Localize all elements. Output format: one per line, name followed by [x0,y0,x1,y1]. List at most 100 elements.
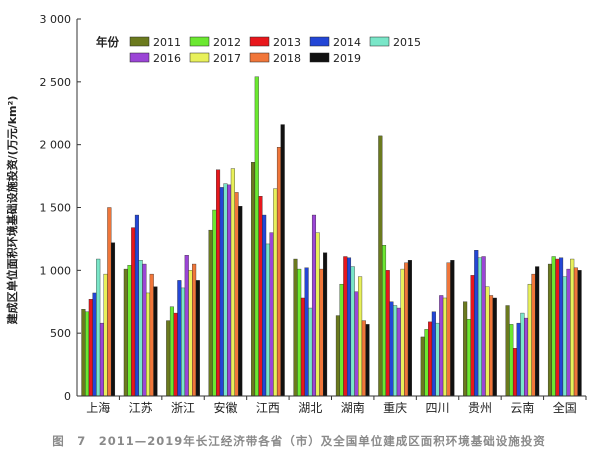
bar-2019-贵州 [492,297,497,397]
bar-2016-贵州 [481,256,486,397]
x-tick-label: 浙江 [171,401,195,415]
legend-label-2017: 2017 [213,52,241,65]
x-tick-label: 湖北 [298,400,322,415]
bar-2014-浙江 [177,280,182,397]
bar-2013-江苏 [131,227,136,397]
bar-2017-重庆 [400,268,405,397]
bar-2018-贵州 [489,295,494,397]
bar-2016-湖南 [354,291,359,397]
bar-2014-全国 [559,257,564,397]
y-tick-label: 2 000 [40,139,72,152]
legend-label-2015: 2015 [393,36,421,49]
bar-2011-江苏 [123,268,128,397]
bar-2013-江西 [258,196,263,397]
bar-2011-上海 [81,309,86,397]
bar-2018-云南 [531,273,536,397]
legend-swatch-2013 [249,36,270,47]
bar-2012-云南 [509,324,514,397]
bar-2019-全国 [577,270,582,397]
bar-2013-云南 [512,348,518,397]
x-tick-label: 贵州 [468,401,492,415]
bar-2016-浙江 [184,255,189,397]
bar-2012-湖北 [297,268,302,397]
bar-2019-重庆 [407,260,412,397]
x-tick-labels: 上海 江苏 浙江 安徽 江西 湖北 湖南 重庆 四川 贵州 云南 全国 [86,396,587,415]
bar-2018-湖北 [319,268,324,397]
bar-2014-湖南 [346,257,352,397]
bar-2012-上海 [85,311,90,397]
bar-2012-湖南 [339,283,344,397]
bar-2017-贵州 [485,286,490,397]
bar-2014-湖北 [304,267,309,397]
bar-2012-江苏 [127,265,132,397]
bar-2015-全国 [562,276,567,397]
bar-2015-四川 [435,322,440,397]
bar-2011-安徽 [208,229,213,397]
bar-2019-四川 [450,260,455,397]
bar-2019-上海 [110,242,116,397]
bar-2015-安徽 [223,183,228,397]
bar-2019-湖北 [323,252,328,397]
legend-swatch-2011 [129,36,150,47]
bar-2015-江西 [265,243,270,397]
bar-2013-上海 [88,299,93,397]
bar-2015-贵州 [477,257,482,397]
bar-2015-浙江 [181,287,186,397]
bar-2011-全国 [547,263,553,397]
bar-2016-云南 [524,317,529,397]
x-tick-label: 江苏 [129,401,153,415]
bar-2019-湖南 [365,324,370,397]
bar-2016-四川 [439,295,444,397]
bar-2016-湖北 [311,214,317,397]
bar-2019-安徽 [238,206,243,397]
y-tick-label: 2 500 [40,76,72,89]
legend-swatch-2016 [129,52,150,63]
bar-2014-四川 [431,311,436,397]
legend-swatch-2014 [309,36,330,47]
bar-2016-江苏 [142,263,147,397]
bar-2014-上海 [92,292,97,397]
bar-2016-江西 [269,232,274,397]
legend-title: 年份 [96,35,119,49]
bar-2017-上海 [103,273,108,397]
bar-2014-江苏 [134,214,139,397]
bar-2018-全国 [573,267,578,397]
bar-2011-云南 [505,305,510,397]
bar-2016-全国 [566,268,571,397]
legend-label-2019: 2019 [333,52,361,65]
legend-swatch-2018 [249,52,270,63]
bar-2019-浙江 [195,280,200,397]
bar-2017-湖南 [358,276,363,397]
bar-2011-江西 [251,162,256,397]
bar-2018-江西 [276,147,282,397]
figure-caption: 图 7 2011—2019年长江经济带各省（市）及全国单位建成区面积环境基础设施… [52,434,546,448]
bar-2017-全国 [570,258,575,397]
legend: 年份 2011 2012 2013 2014 2015 2016 2017 2018 2019 [96,35,421,65]
legend-label-2012: 2012 [213,36,241,49]
x-tick-label: 全国 [553,400,577,415]
bar-2017-湖北 [315,232,320,397]
bar-2017-江苏 [146,292,151,397]
bar-2015-江苏 [138,260,143,397]
bar-2011-湖南 [335,315,340,397]
bar-2016-重庆 [396,307,401,397]
bar-2014-江西 [262,214,267,397]
bar-2014-贵州 [474,250,479,397]
bar-2014-云南 [516,322,521,397]
bar-2018-四川 [446,262,451,397]
x-tick-label: 重庆 [383,401,407,415]
bar-2011-贵州 [463,301,468,397]
y-tick-label: 500 [50,327,71,340]
bar-2018-安徽 [234,192,239,397]
bar-2015-湖北 [308,307,313,397]
bar-2012-重庆 [381,245,387,397]
bar-2015-上海 [96,258,101,397]
bar-2013-四川 [428,321,433,397]
bar-2018-湖南 [361,320,366,397]
legend-label-2016: 2016 [153,52,181,65]
bar-2013-浙江 [173,312,178,397]
bar-2013-湖北 [300,297,305,397]
bar-2015-重庆 [393,305,398,397]
bar-2015-湖南 [350,266,355,397]
bars [81,76,582,397]
